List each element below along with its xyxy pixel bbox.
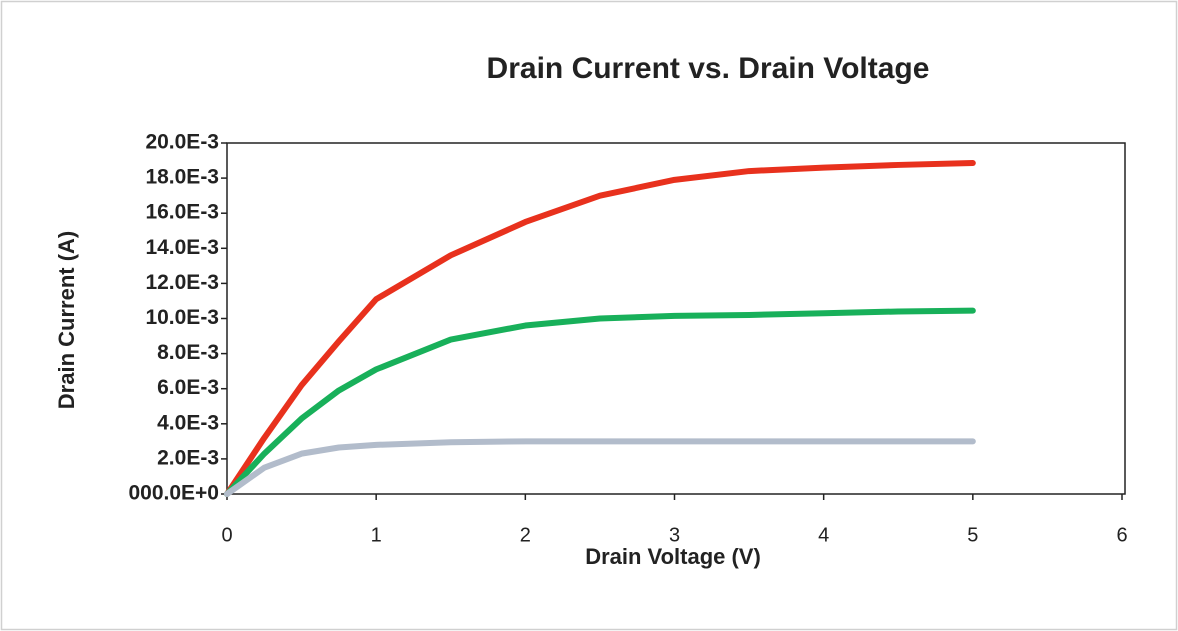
y-tick-label: 14.0E-3	[145, 236, 219, 259]
x-tick-label: 2	[520, 524, 531, 546]
x-tick-label: 3	[669, 524, 680, 546]
series-line	[224, 307, 976, 497]
x-tick-label: 6	[1116, 524, 1127, 546]
chart-title: Drain Current vs. Drain Voltage	[487, 52, 930, 85]
y-tick-label: 000.0E+0	[128, 482, 219, 505]
y-tick-label: 10.0E-3	[145, 306, 219, 329]
y-tick-label: 20.0E-3	[145, 131, 219, 154]
series-line	[224, 438, 976, 497]
y-axis-label: Drain Current (A)	[54, 231, 79, 409]
x-tick-label: 5	[967, 524, 978, 546]
y-tick-label: 8.0E-3	[157, 341, 219, 364]
y-tick-label: 18.0E-3	[145, 166, 219, 189]
x-tick-label: 1	[371, 524, 382, 546]
y-tick-label: 16.0E-3	[145, 201, 219, 224]
y-tick-label: 12.0E-3	[145, 271, 219, 294]
y-tick-label: 2.0E-3	[157, 446, 219, 469]
series-line	[224, 160, 976, 497]
x-tick-label: 0	[221, 524, 232, 546]
x-tick-label: 4	[818, 524, 829, 546]
x-axis-label: Drain Voltage (V)	[585, 544, 761, 569]
y-tick-label: 6.0E-3	[157, 376, 219, 399]
y-tick-label: 4.0E-3	[157, 411, 219, 434]
